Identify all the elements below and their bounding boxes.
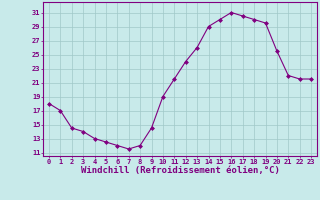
X-axis label: Windchill (Refroidissement éolien,°C): Windchill (Refroidissement éolien,°C) xyxy=(81,166,279,175)
